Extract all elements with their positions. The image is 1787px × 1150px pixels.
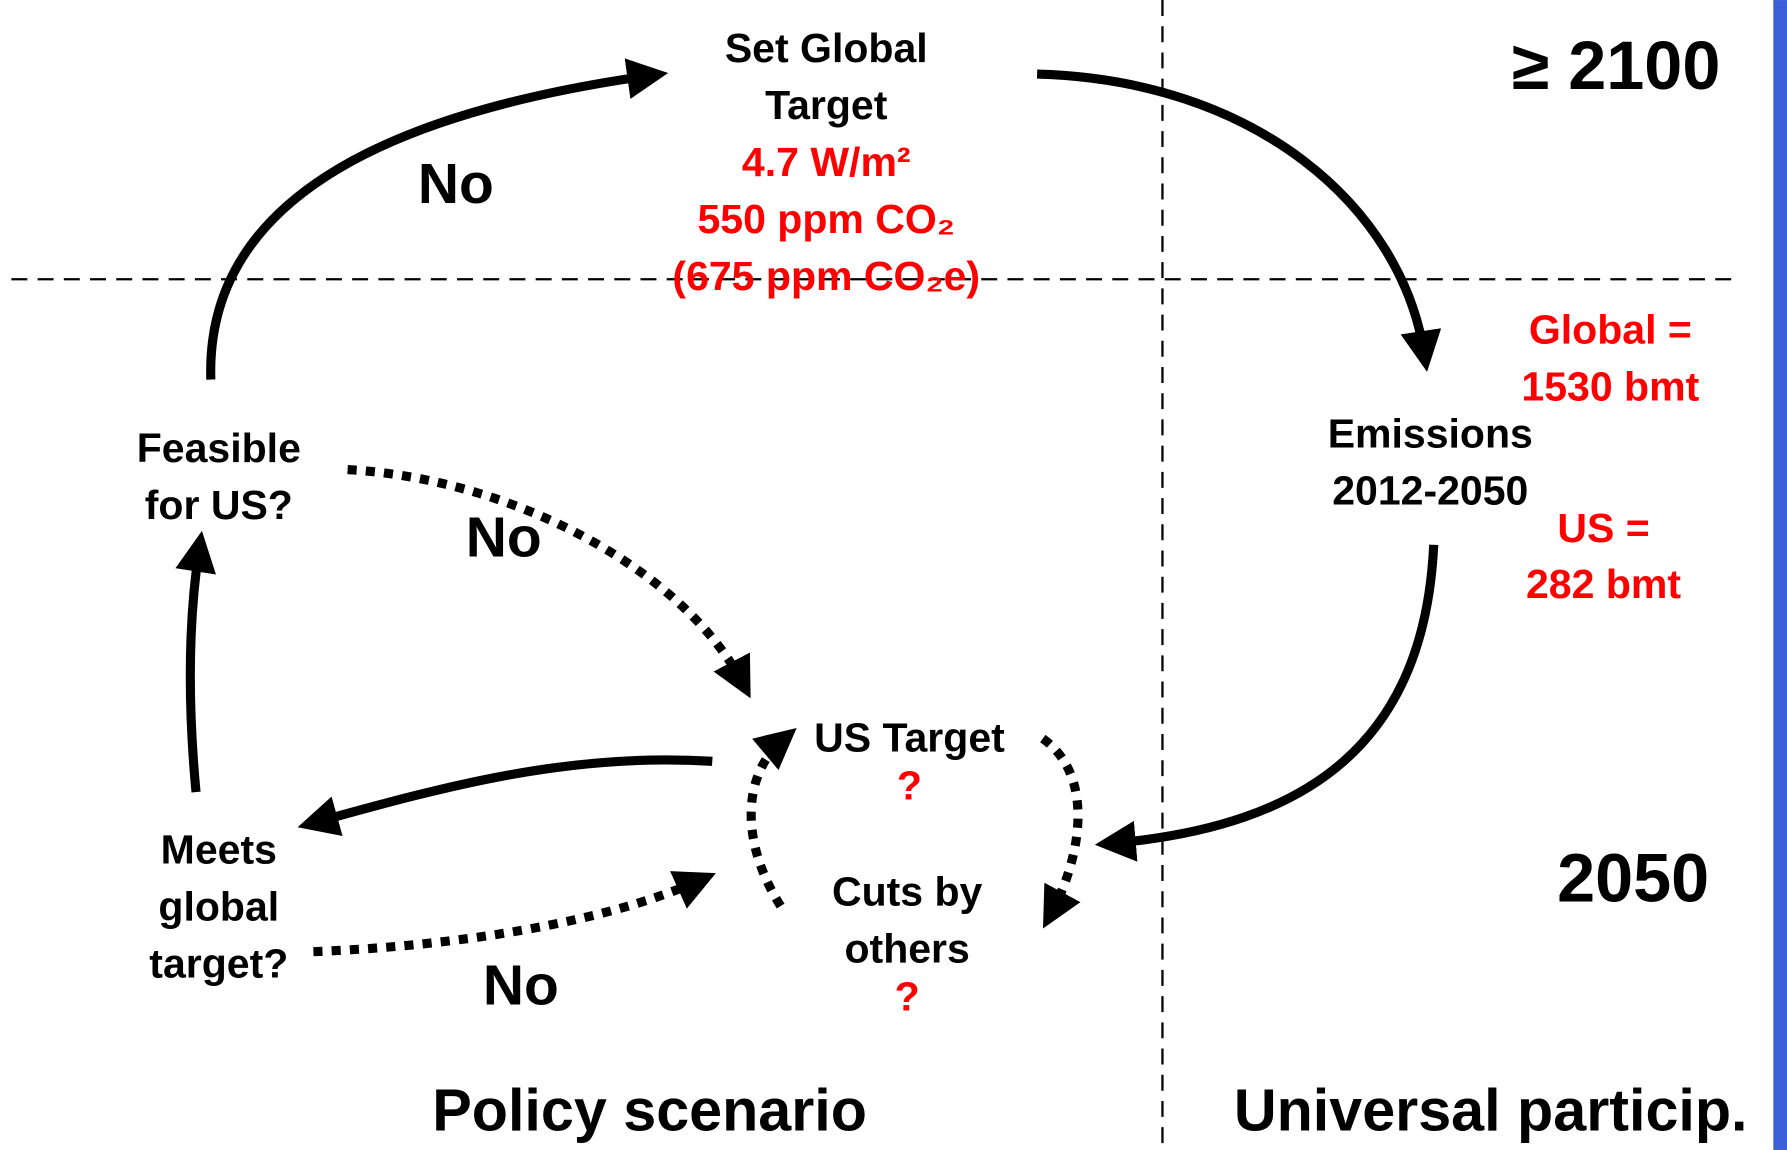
node-label: Cuts by — [832, 869, 983, 915]
dotted-arrow — [313, 871, 716, 957]
section-title: Policy scenario — [432, 1076, 867, 1143]
dotted-arrow — [1040, 734, 1083, 929]
node-label: 2012-2050 — [1332, 467, 1528, 513]
node-label: for US? — [145, 482, 293, 528]
node-label: Meets — [161, 826, 277, 872]
budget: 282 bmt — [1526, 561, 1681, 607]
arrows — [175, 58, 1442, 957]
node-detail: 550 ppm CO₂ — [697, 196, 955, 242]
node-detail: 4.7 W/m² — [742, 139, 911, 185]
edge-label: No — [483, 953, 559, 1017]
node-label: others — [844, 925, 969, 971]
horizon: ≥ 2100 — [1512, 28, 1721, 104]
arrow — [175, 530, 216, 793]
node-label: Target — [765, 82, 888, 128]
arrow — [1036, 69, 1442, 372]
node-label: Emissions — [1328, 410, 1533, 456]
node-label: US Target — [814, 715, 1005, 761]
node-label: global — [158, 883, 279, 929]
node-detail: ? — [897, 763, 922, 809]
node-label: target? — [149, 940, 288, 986]
budget: Global = — [1529, 307, 1692, 353]
edge-label: No — [466, 505, 542, 569]
budget: US = — [1557, 505, 1649, 551]
dotted-arrow — [746, 727, 797, 909]
labels: Set Global Target 4.7 W/m² 550 ppm CO₂ (675 … — [137, 25, 1748, 1143]
node-label: Feasible — [137, 425, 301, 471]
node-detail: ? — [895, 973, 920, 1019]
dotted-arrow — [347, 465, 751, 699]
arrow — [206, 58, 669, 380]
node-detail: (675 ppm CO₂e) — [672, 253, 980, 299]
section-title: Universal particip. — [1234, 1076, 1748, 1143]
edge-bar — [1773, 0, 1787, 1150]
arrow — [297, 755, 713, 837]
edge-label: No — [418, 152, 494, 216]
horizon: 2050 — [1557, 840, 1709, 916]
node-label: Set Global — [725, 25, 928, 71]
arrow — [1094, 544, 1439, 862]
budget: 1530 bmt — [1521, 364, 1699, 410]
